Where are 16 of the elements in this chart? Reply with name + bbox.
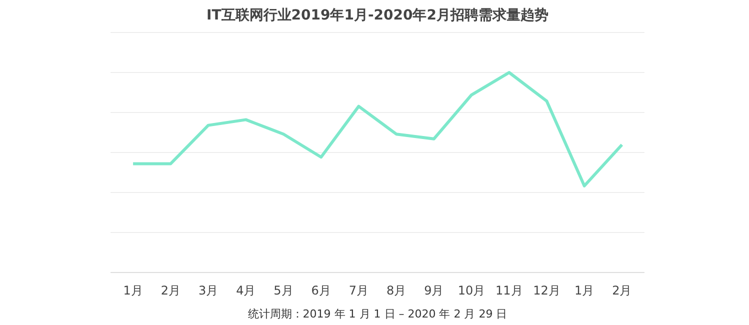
x-tick-label: 3月	[198, 284, 218, 298]
x-tick-label: 2月	[612, 284, 632, 298]
x-tick-label: 2月	[160, 284, 180, 298]
x-tick-label: 4月	[236, 284, 256, 298]
x-tick-label: 12月	[533, 284, 560, 298]
text: 统计周期：2019 年 1 月 1 日 – 2020 年 2 月 29 日	[248, 308, 508, 320]
x-tick-label: 8月	[386, 284, 406, 298]
x-tick-label: 1月	[574, 284, 594, 298]
x-tick-label: 11月	[495, 284, 523, 298]
x-tick-label: 9月	[424, 284, 444, 298]
chart-title: IT互联网行业2019年1月-2020年2月招聘需求量趋势	[206, 8, 548, 24]
x-tick-label: 6月	[311, 284, 331, 298]
x-tick-label: 5月	[274, 284, 294, 298]
x-tick-label: 7月	[348, 284, 369, 298]
x-tick-label: 10月	[458, 284, 486, 298]
x-tick-label: 1月	[123, 284, 143, 298]
